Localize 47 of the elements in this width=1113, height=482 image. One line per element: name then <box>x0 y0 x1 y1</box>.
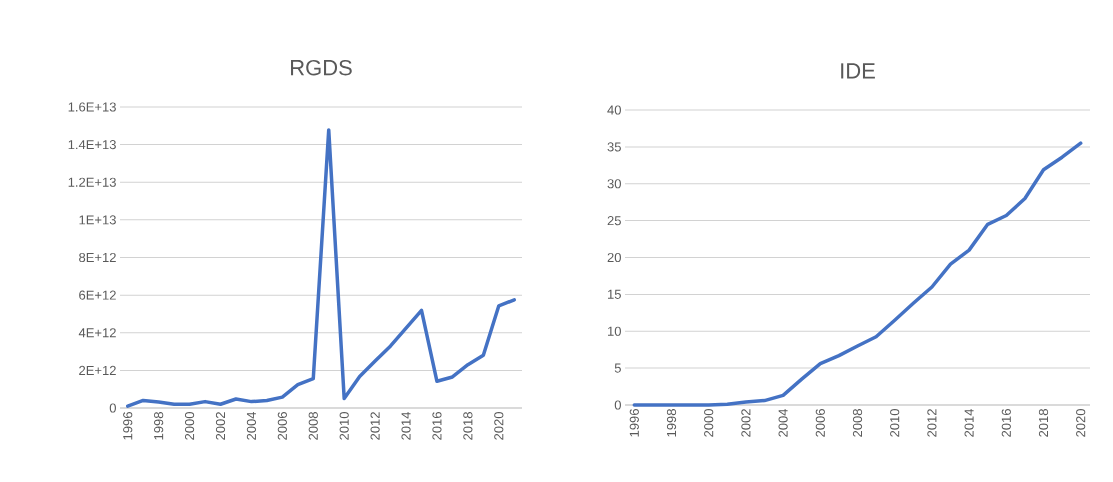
chart-title: IDE <box>841 63 875 79</box>
x-tick-label: 2002 <box>741 409 751 437</box>
y-tick-label: 40 <box>607 105 621 115</box>
x-tick-label: 2016 <box>1001 409 1011 437</box>
x-tick-label: 2000 <box>704 409 714 437</box>
x-tick-label: 2000 <box>184 412 195 440</box>
x-tick-label: 1996 <box>629 409 639 437</box>
y-tick-label: 20 <box>607 252 621 263</box>
y-tick-label: 30 <box>607 179 621 189</box>
x-tick-label: 2004 <box>778 408 788 437</box>
x-tick-label: 2012 <box>927 409 937 437</box>
x-tick-label: 1998 <box>666 409 677 437</box>
x-tick-label: 2014 <box>964 408 974 437</box>
x-tick-label: 2018 <box>1038 409 1049 437</box>
x-tick-label: 2002 <box>215 412 226 440</box>
y-tick-label: 25 <box>607 216 621 226</box>
y-tick-label: 5 <box>614 363 621 373</box>
x-tick-label: 2012 <box>370 412 380 440</box>
x-tick-label: 1998 <box>154 412 164 440</box>
y-tick-label: 35 <box>607 142 621 152</box>
x-tick-label: 2020 <box>1076 409 1086 437</box>
y-tick-label: 15 <box>608 289 621 299</box>
x-tick-label: 2020 <box>494 412 504 440</box>
x-tick-label: 2008 <box>308 412 318 440</box>
y-tick-label: 0 <box>109 403 116 413</box>
x-tick-label: 2006 <box>277 412 287 440</box>
y-tick-label: 1.6E+13 <box>68 102 116 112</box>
x-tick-label: 1996 <box>123 412 133 440</box>
x-tick-label: 2018 <box>463 412 473 440</box>
y-tick-label: 6E+12 <box>79 290 116 300</box>
x-tick-label: 2016 <box>432 412 442 440</box>
x-tick-label: 2014 <box>401 411 411 440</box>
x-tick-label: 2010 <box>339 412 349 440</box>
y-tick-label: 8E+12 <box>79 252 116 263</box>
y-tick-label: 10 <box>608 326 621 336</box>
y-tick-label: 1E+13 <box>79 215 116 225</box>
x-tick-label: 2006 <box>815 409 825 437</box>
y-tick-label: 0 <box>614 400 621 410</box>
y-tick-label: 1.4E+13 <box>68 140 116 150</box>
y-tick-label: 4E+12 <box>78 328 116 338</box>
chart-title: RGDS <box>291 59 352 76</box>
x-tick-label: 2008 <box>852 409 863 437</box>
y-tick-label: 2E+12 <box>79 365 116 375</box>
x-tick-label: 2004 <box>246 411 257 440</box>
line-series <box>125 128 517 408</box>
x-tick-label: 2010 <box>890 409 900 437</box>
y-tick-label: 1.2E+13 <box>68 177 116 187</box>
